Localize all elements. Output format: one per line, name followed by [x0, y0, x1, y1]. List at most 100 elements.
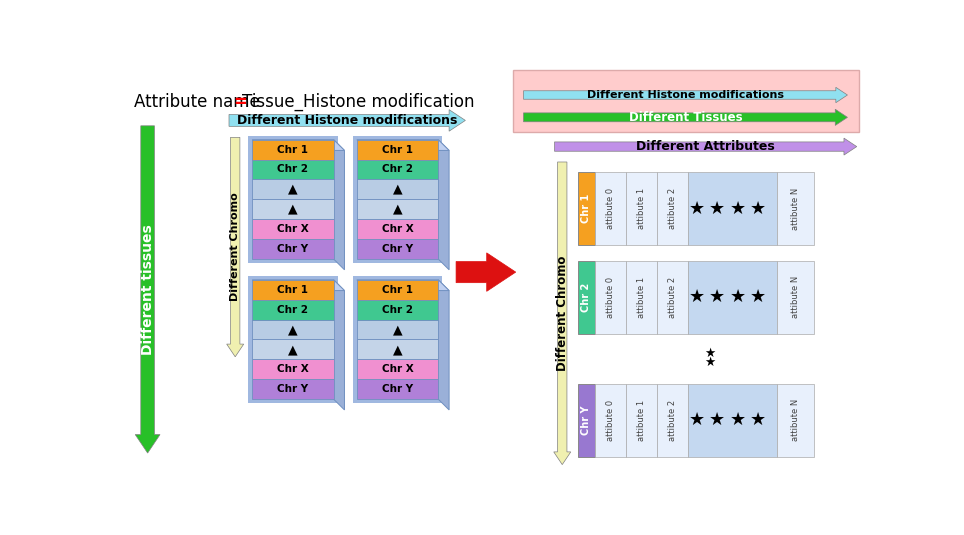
Text: Different Chromo: Different Chromo — [230, 193, 240, 301]
Bar — [253, 300, 334, 319]
Text: attibute 1: attibute 1 — [637, 277, 646, 318]
Text: ★: ★ — [710, 200, 725, 218]
Bar — [353, 276, 442, 403]
Bar — [577, 261, 595, 334]
Bar — [577, 384, 595, 457]
Text: Chr 1: Chr 1 — [581, 194, 591, 223]
Bar — [253, 379, 334, 399]
Polygon shape — [456, 253, 516, 292]
Text: Chr 2: Chr 2 — [278, 164, 308, 174]
Text: ★: ★ — [749, 411, 765, 429]
Bar — [357, 379, 439, 399]
Text: ▲: ▲ — [288, 343, 298, 356]
Bar — [777, 172, 815, 245]
Text: ▲: ▲ — [392, 183, 402, 196]
Text: attibute N: attibute N — [791, 187, 800, 230]
Bar — [253, 179, 334, 200]
Text: Chr 1: Chr 1 — [382, 285, 413, 295]
Text: Tissue_Histone modification: Tissue_Histone modification — [242, 93, 474, 111]
Text: ▲: ▲ — [288, 323, 298, 336]
Bar — [357, 200, 439, 219]
Bar — [253, 280, 334, 300]
Bar — [357, 300, 439, 319]
Bar — [253, 200, 334, 219]
Text: ★: ★ — [689, 411, 705, 429]
Polygon shape — [553, 162, 571, 464]
Text: Chr X: Chr X — [382, 224, 414, 234]
Text: ★: ★ — [749, 200, 765, 218]
Bar — [357, 239, 439, 259]
Bar — [357, 340, 439, 360]
Bar — [595, 172, 626, 245]
Bar — [253, 360, 334, 379]
Text: Chr Y: Chr Y — [382, 244, 414, 254]
Bar — [253, 239, 334, 259]
Bar — [687, 172, 777, 245]
Text: ★: ★ — [730, 411, 745, 429]
Text: ★: ★ — [705, 347, 715, 360]
Text: =: = — [233, 93, 247, 111]
Text: Attribute name: Attribute name — [134, 93, 260, 111]
Bar — [253, 340, 334, 360]
Polygon shape — [135, 126, 160, 453]
Text: ★: ★ — [749, 288, 765, 306]
Text: ★: ★ — [710, 411, 725, 429]
Bar — [656, 261, 687, 334]
Text: Different tissues: Different tissues — [141, 224, 154, 355]
Polygon shape — [227, 137, 244, 357]
Polygon shape — [439, 280, 449, 410]
Bar — [253, 159, 334, 179]
Text: Different Attributes: Different Attributes — [636, 140, 775, 153]
Bar — [777, 261, 815, 334]
Polygon shape — [229, 110, 466, 131]
Text: Chr 1: Chr 1 — [382, 144, 413, 155]
Polygon shape — [439, 140, 449, 270]
Bar — [687, 384, 777, 457]
Bar — [357, 280, 439, 300]
Text: Chr 2: Chr 2 — [382, 304, 413, 315]
Text: attibute N: attibute N — [791, 399, 800, 441]
Text: ★: ★ — [705, 356, 715, 369]
Bar — [595, 384, 626, 457]
Bar — [595, 261, 626, 334]
Bar — [357, 219, 439, 239]
Polygon shape — [253, 140, 344, 150]
FancyBboxPatch shape — [514, 70, 859, 132]
Bar — [357, 360, 439, 379]
Polygon shape — [253, 280, 344, 291]
Text: attibute 1: attibute 1 — [637, 188, 646, 229]
Text: Chr 2: Chr 2 — [581, 282, 591, 312]
Polygon shape — [523, 87, 847, 103]
Text: ▲: ▲ — [392, 343, 402, 356]
Text: attibute 1: attibute 1 — [637, 400, 646, 441]
Bar — [656, 384, 687, 457]
Text: attibute 0: attibute 0 — [605, 400, 615, 441]
Polygon shape — [357, 280, 449, 291]
Bar — [687, 261, 777, 334]
Text: attibute 2: attibute 2 — [668, 277, 677, 318]
Text: ★: ★ — [730, 288, 745, 306]
Text: Chr 1: Chr 1 — [278, 285, 308, 295]
Bar — [253, 140, 334, 159]
Bar — [626, 172, 656, 245]
Text: ▲: ▲ — [392, 323, 402, 336]
Bar — [357, 319, 439, 340]
Bar — [253, 219, 334, 239]
Text: Chr 1: Chr 1 — [278, 144, 308, 155]
Text: ★: ★ — [730, 200, 745, 218]
Text: Chr Y: Chr Y — [278, 244, 308, 254]
Bar — [249, 136, 337, 263]
Bar — [577, 172, 595, 245]
Text: Different Histone modifications: Different Histone modifications — [587, 90, 784, 100]
Text: attibute 0: attibute 0 — [605, 188, 615, 229]
Bar — [357, 179, 439, 200]
Text: attibute N: attibute N — [791, 276, 800, 318]
Bar — [626, 261, 656, 334]
Text: ★: ★ — [689, 288, 705, 306]
Text: attibute 0: attibute 0 — [605, 277, 615, 318]
Bar — [249, 276, 337, 403]
Text: ★: ★ — [689, 200, 705, 218]
Text: Chr X: Chr X — [277, 364, 308, 374]
Bar — [357, 159, 439, 179]
Text: ▲: ▲ — [288, 183, 298, 196]
